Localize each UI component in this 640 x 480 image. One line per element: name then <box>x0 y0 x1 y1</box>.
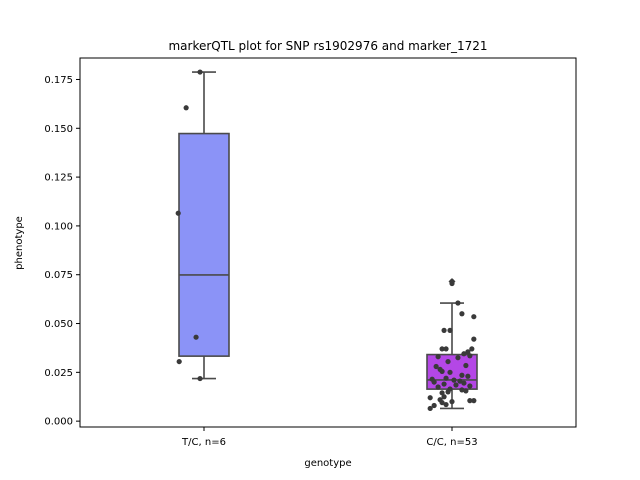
data-point <box>463 388 469 394</box>
data-point <box>439 390 445 396</box>
data-point <box>447 327 453 333</box>
data-point <box>451 377 457 383</box>
data-point <box>465 349 471 355</box>
chart-title: markerQTL plot for SNP rs1902976 and mar… <box>168 39 487 53</box>
data-point <box>443 375 449 381</box>
data-point <box>471 314 477 320</box>
data-point <box>459 387 465 393</box>
y-axis-title: phenotype <box>14 216 25 270</box>
y-tick-label: 0.025 <box>44 368 73 379</box>
x-tick-label: C/C, n=53 <box>426 437 477 448</box>
data-point <box>197 375 203 382</box>
data-point <box>455 300 461 306</box>
data-point <box>175 210 181 216</box>
data-point <box>471 398 477 404</box>
data-point <box>465 373 471 379</box>
data-point <box>443 346 449 352</box>
data-point <box>443 401 449 408</box>
data-points <box>175 69 477 412</box>
data-point <box>441 327 447 333</box>
data-point <box>461 351 467 357</box>
data-point <box>453 382 459 388</box>
data-point <box>471 336 477 342</box>
data-point <box>197 69 203 75</box>
y-tick-label: 0.100 <box>44 221 73 232</box>
data-point <box>457 378 463 384</box>
data-point <box>435 354 441 360</box>
data-point <box>183 105 189 111</box>
y-tick-label: 0.075 <box>44 270 73 281</box>
data-point <box>427 405 433 412</box>
y-tick-label: 0.050 <box>44 319 73 330</box>
box-iqr <box>178 132 230 357</box>
y-tick-label: 0.150 <box>44 124 73 135</box>
data-point <box>455 355 461 361</box>
x-axis-title: genotype <box>304 458 351 469</box>
data-point <box>439 346 445 352</box>
data-point <box>435 384 441 390</box>
data-point <box>193 334 199 340</box>
data-point <box>449 280 455 287</box>
data-point <box>441 381 447 387</box>
data-point <box>445 389 451 395</box>
x-tick-label: T/C, n=6 <box>181 437 226 448</box>
data-point <box>427 395 433 401</box>
y-tick-label: 0.175 <box>44 75 73 86</box>
data-point <box>433 363 439 370</box>
axes: 0.000 0.025 0.050 0.075 0.100 0.125 0.150 0.175… <box>44 57 577 448</box>
y-tick-label: 0.000 <box>44 417 73 428</box>
data-point <box>439 368 445 374</box>
data-point <box>431 402 437 409</box>
y-tick-label: 0.125 <box>44 173 73 184</box>
data-point <box>439 399 445 406</box>
axes-frame <box>79 57 577 428</box>
data-point <box>467 383 473 389</box>
data-point <box>441 394 447 400</box>
data-point <box>461 380 467 386</box>
data-point <box>467 353 473 359</box>
data-point <box>467 398 473 404</box>
data-point <box>431 379 437 385</box>
plot-area <box>178 71 478 410</box>
data-point <box>459 372 465 378</box>
data-point <box>449 399 455 405</box>
data-point <box>445 358 451 365</box>
box-0 <box>178 71 230 380</box>
data-point <box>176 358 182 365</box>
data-point <box>447 369 453 375</box>
data-point <box>459 311 465 317</box>
data-point <box>463 362 469 369</box>
data-point <box>469 346 475 352</box>
